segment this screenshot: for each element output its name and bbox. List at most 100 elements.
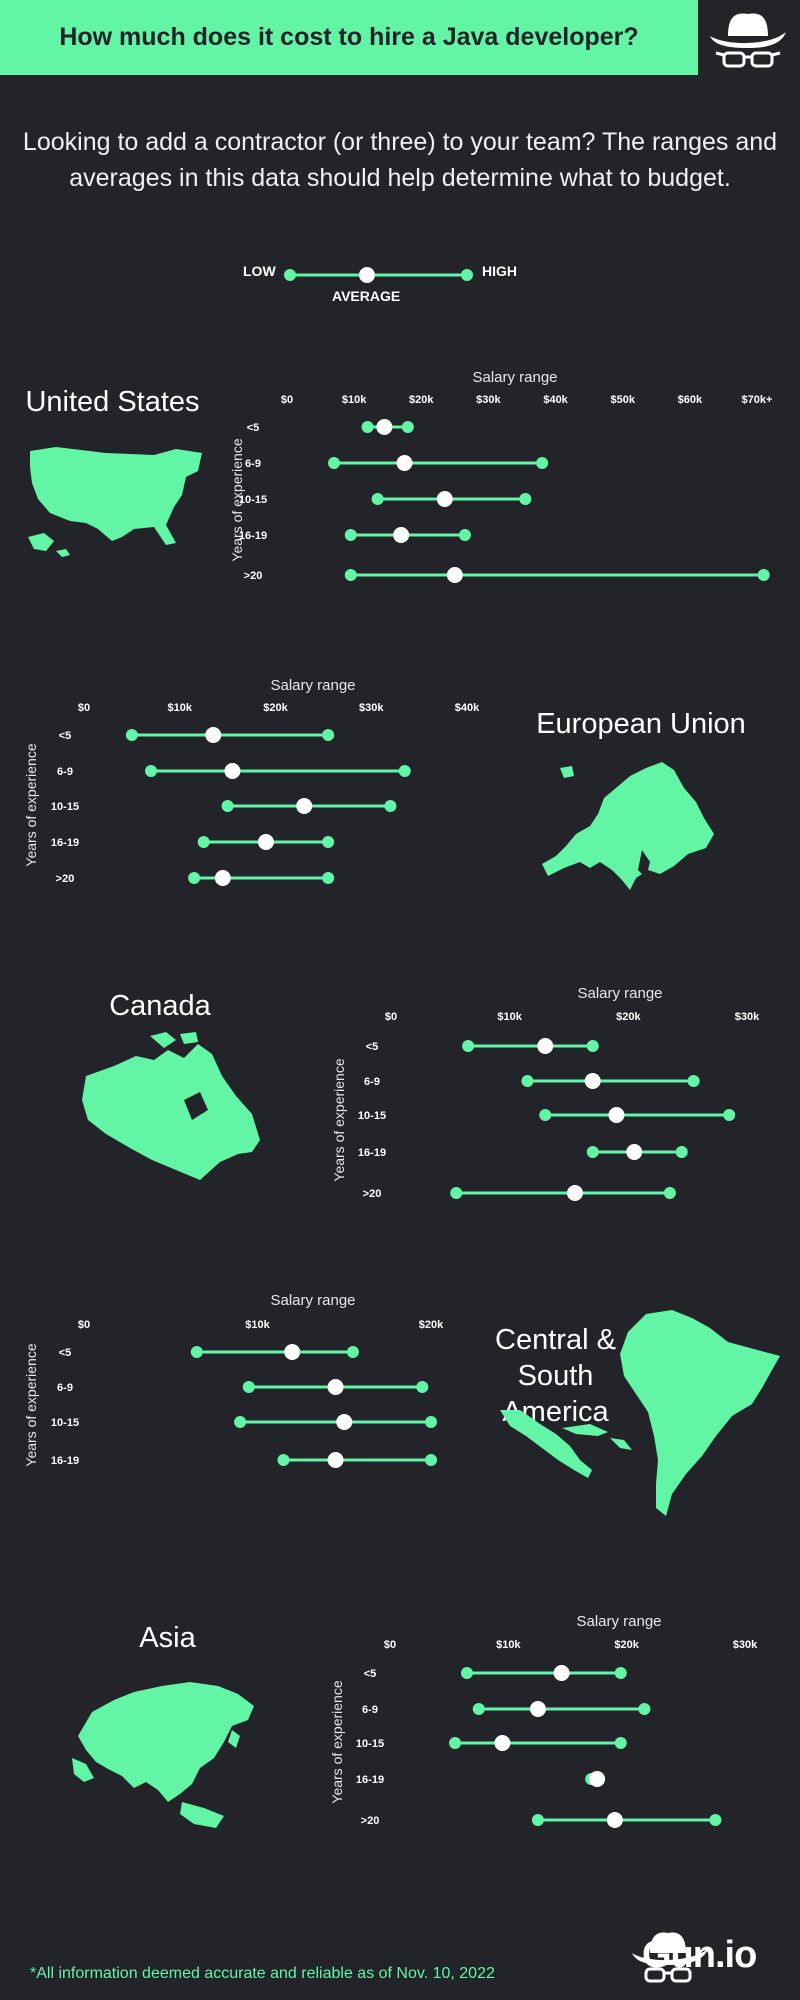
average-dot — [494, 1735, 511, 1751]
high-dot — [322, 872, 335, 884]
category-label: 10-15 — [356, 1738, 384, 1750]
low-dot — [125, 729, 138, 741]
csa-salary-chart: Salary range Years of experience $0 $10k $20… — [23, 1292, 444, 1468]
category-label: 6-9 — [362, 1704, 378, 1716]
low-dot — [460, 1667, 473, 1679]
cowboy-hat-glasses-icon — [710, 13, 786, 68]
average-dot — [224, 763, 241, 779]
category-label: 16-19 — [358, 1147, 386, 1159]
legend-high-dot — [461, 269, 473, 281]
average-dot — [257, 834, 274, 850]
ca-salary-chart: Salary range Years of experience $0 $10k $20… — [331, 985, 760, 1201]
x-tick-label: $60k — [678, 394, 703, 406]
low-dot — [539, 1109, 552, 1121]
low-dot — [190, 1346, 203, 1358]
legend-low-dot — [284, 269, 296, 281]
x-tick-label: $20k — [616, 1011, 641, 1023]
average-dot — [606, 1812, 623, 1828]
high-dot — [458, 529, 471, 541]
chart-title: Salary range — [577, 985, 662, 1002]
average-dot — [608, 1107, 625, 1123]
high-dot — [614, 1737, 627, 1749]
region-title-csa: Central & South America — [495, 1324, 616, 1428]
footnote: *All information deemed accurate and rel… — [30, 1965, 495, 1982]
high-dot — [322, 836, 335, 848]
x-tick-label: $30k — [476, 394, 501, 406]
chart-title: Salary range — [270, 1292, 355, 1309]
chart-title: Salary range — [472, 369, 557, 386]
x-tick-label: $10k — [342, 394, 367, 406]
x-tick-label: $40k — [455, 702, 480, 714]
low-dot — [361, 421, 374, 433]
low-dot — [188, 872, 201, 884]
south-america-map-icon — [500, 1310, 780, 1516]
legend-average-label: AVERAGE — [332, 288, 401, 304]
x-tick-label: $50k — [610, 394, 635, 406]
category-label: >20 — [56, 873, 75, 885]
high-dot — [425, 1454, 437, 1466]
y-axis-label: Years of experience — [23, 743, 39, 866]
average-dot — [537, 1038, 554, 1054]
x-tick-label: $10k — [497, 1011, 522, 1023]
average-dot — [336, 1414, 353, 1430]
average-dot — [393, 527, 410, 543]
category-label: 16-19 — [51, 837, 79, 849]
y-axis-label: Years of experience — [329, 1680, 345, 1803]
low-dot — [344, 529, 357, 541]
high-dot — [675, 1146, 688, 1158]
x-tick-label: $20k — [419, 1319, 444, 1331]
x-tick-label: $0 — [384, 1639, 396, 1651]
high-dot — [346, 1346, 359, 1358]
category-label: >20 — [363, 1188, 382, 1200]
x-tick-label: $30k — [733, 1639, 758, 1651]
high-dot — [709, 1814, 722, 1826]
y-axis-label: Years of experience — [331, 1058, 347, 1181]
average-dot — [214, 870, 231, 886]
category-label: 16-19 — [356, 1774, 384, 1786]
region-title-asia: Asia — [139, 1622, 196, 1654]
low-dot — [586, 1146, 599, 1158]
average-dot — [205, 727, 222, 743]
high-dot — [757, 569, 770, 581]
x-tick-label: $0 — [78, 702, 90, 714]
category-label: <5 — [364, 1668, 377, 1680]
low-dot — [234, 1416, 247, 1428]
usa-map-icon — [28, 447, 202, 557]
low-dot — [344, 569, 357, 581]
high-dot — [638, 1703, 651, 1715]
low-dot — [449, 1737, 462, 1749]
x-tick-label: $30k — [359, 702, 384, 714]
high-dot — [398, 765, 411, 777]
category-label: >20 — [361, 1815, 380, 1827]
category-label: <5 — [59, 730, 72, 742]
x-tick-label: $0 — [281, 394, 293, 406]
average-dot — [529, 1701, 546, 1717]
x-tick-label: $0 — [385, 1011, 397, 1023]
category-label: 10-15 — [51, 1417, 79, 1429]
region-title-eu: European Union — [536, 708, 746, 740]
legend-low-label: LOW — [243, 263, 276, 279]
x-tick-label: $20k — [263, 702, 288, 714]
low-dot — [521, 1075, 534, 1087]
category-label: 6-9 — [57, 1382, 73, 1394]
average-dot — [626, 1144, 643, 1160]
low-dot — [145, 765, 158, 777]
category-label: 10-15 — [358, 1110, 386, 1122]
asia-map-icon — [72, 1682, 254, 1828]
x-tick-label: $0 — [78, 1319, 90, 1331]
brand-name: Gun.io — [642, 1934, 757, 1976]
category-label: 6-9 — [364, 1076, 380, 1088]
intro-text: Looking to add a contractor (or three) t… — [22, 128, 778, 192]
low-dot — [197, 836, 210, 848]
x-tick-label: $20k — [409, 394, 434, 406]
region-title-ca: Canada — [109, 990, 211, 1022]
chart-title: Salary range — [270, 677, 355, 694]
us-salary-chart: Salary range Years of experience $0 $10k $20… — [229, 369, 772, 583]
low-dot — [328, 457, 340, 469]
high-dot — [586, 1040, 599, 1052]
low-dot — [450, 1187, 463, 1199]
category-label: 10-15 — [239, 494, 267, 506]
high-dot — [401, 421, 414, 433]
low-dot — [472, 1703, 485, 1715]
x-tick-label: $20k — [614, 1639, 639, 1651]
